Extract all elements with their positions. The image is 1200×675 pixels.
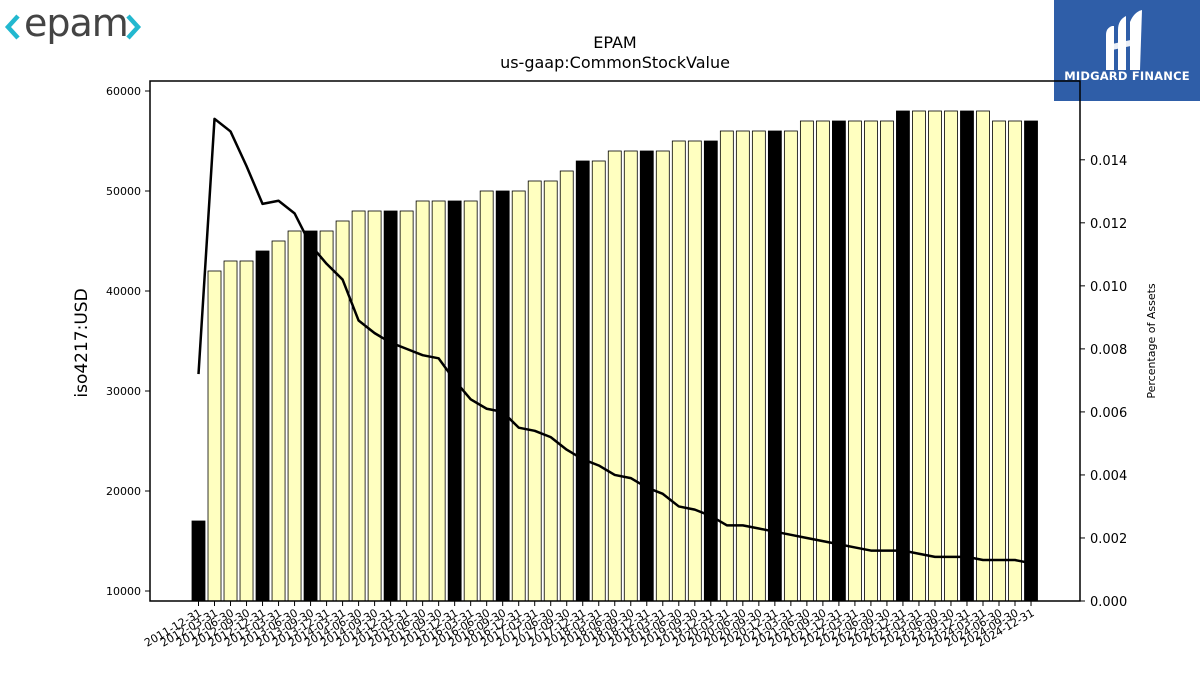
epam-logo: epam xyxy=(4,1,144,54)
bar xyxy=(1024,120,1038,602)
bar xyxy=(623,150,638,602)
bar xyxy=(255,250,270,602)
midgard-logo-text: MIDGARD FINANCE xyxy=(1064,69,1190,83)
bar xyxy=(912,110,926,602)
bar xyxy=(864,120,878,602)
bar xyxy=(543,180,558,602)
y2-tick-label: 0.002 xyxy=(1090,532,1127,547)
bar xyxy=(303,230,318,602)
chevron-left-icon xyxy=(4,14,20,40)
y-tick-label: 10000 xyxy=(106,585,141,598)
bar xyxy=(447,200,462,602)
y2-tick-label: 0.012 xyxy=(1090,217,1127,232)
bar xyxy=(783,130,798,602)
bar xyxy=(591,160,606,602)
y2-tick-label: 0.004 xyxy=(1090,469,1127,484)
bar xyxy=(511,190,526,602)
bar xyxy=(928,110,942,602)
bar xyxy=(367,210,382,602)
midgard-m-icon xyxy=(1106,10,1142,70)
bar xyxy=(431,200,446,602)
bar xyxy=(944,110,958,602)
bar xyxy=(207,270,222,602)
y-axis-label: iso4217:USD xyxy=(72,288,92,397)
chart-subtitle: us-gaap:CommonStockValue xyxy=(500,53,730,72)
bar xyxy=(191,520,206,602)
y-tick-label: 20000 xyxy=(106,485,141,498)
bar xyxy=(495,190,510,602)
chevron-right-icon xyxy=(126,14,142,40)
bar xyxy=(655,150,670,602)
bar xyxy=(960,110,974,602)
y-tick-label: 60000 xyxy=(106,85,141,98)
bar xyxy=(271,240,286,602)
line-layer xyxy=(197,117,1032,565)
bar xyxy=(848,120,862,602)
bar xyxy=(815,120,830,602)
bar xyxy=(992,120,1006,602)
percentage-line xyxy=(197,117,1032,565)
y2-axis-label: Percentage of Assets xyxy=(1145,283,1158,399)
bar xyxy=(703,140,718,602)
bar xyxy=(479,190,494,602)
bar xyxy=(415,200,430,602)
bar xyxy=(223,260,238,602)
bar xyxy=(671,140,686,602)
y2-tick-label: 0.008 xyxy=(1090,343,1127,358)
bars-layer xyxy=(191,110,1038,602)
bar xyxy=(383,210,398,602)
bar xyxy=(976,110,990,602)
y2-tick-label: 0.006 xyxy=(1090,406,1127,421)
bar xyxy=(351,210,366,602)
bar xyxy=(799,120,814,602)
bar xyxy=(1008,120,1022,602)
y2-tick-label: 0.014 xyxy=(1090,154,1127,169)
bar xyxy=(287,230,302,602)
bar xyxy=(239,260,254,602)
bar xyxy=(607,150,622,602)
midgard-finance-logo: MIDGARD FINANCE xyxy=(1054,0,1200,101)
y2-tick-label: 0.000 xyxy=(1090,595,1127,610)
bar xyxy=(527,180,542,602)
bar xyxy=(575,160,590,602)
y-tick-label: 50000 xyxy=(106,185,141,198)
bar xyxy=(735,130,750,602)
bar xyxy=(880,120,894,602)
bar xyxy=(832,120,846,602)
epam-logo-text: epam xyxy=(24,2,128,45)
y-tick-label: 40000 xyxy=(106,285,141,298)
bar xyxy=(559,170,574,602)
y-tick-label: 30000 xyxy=(106,385,141,398)
bar xyxy=(896,110,910,602)
bar xyxy=(399,210,414,602)
bar xyxy=(687,140,702,602)
bar xyxy=(319,230,334,602)
y2-tick-label: 0.010 xyxy=(1090,280,1127,295)
chart-title: EPAM xyxy=(593,33,636,52)
axes-layer: 10000 20000 30000 40000 50000 60000 0.000 0.002… xyxy=(106,80,1127,650)
bar xyxy=(719,130,734,602)
bar xyxy=(639,150,654,602)
